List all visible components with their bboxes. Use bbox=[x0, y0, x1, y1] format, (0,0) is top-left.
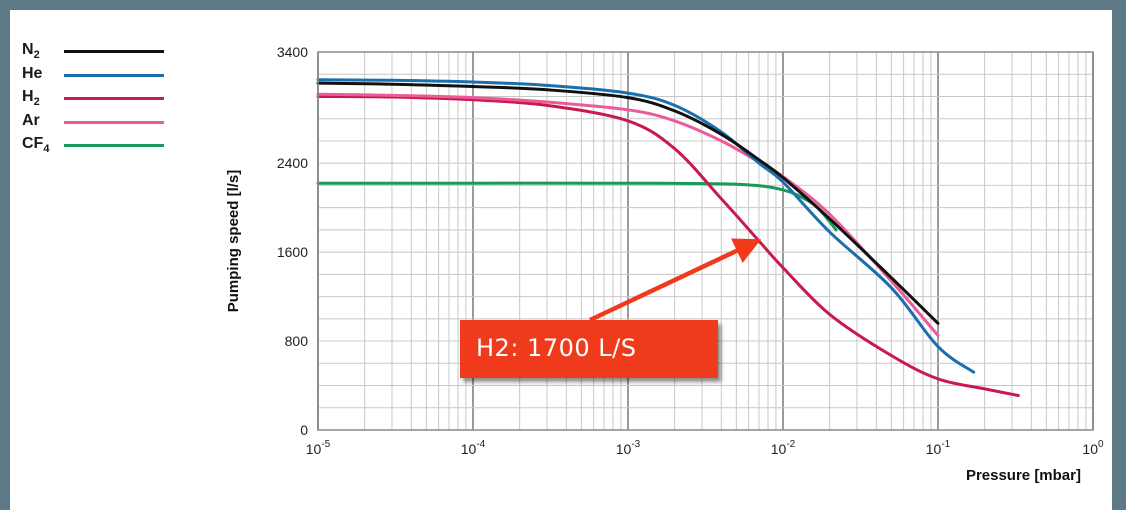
legend-label-n2: N2 bbox=[22, 41, 40, 62]
annotation-layer bbox=[589, 238, 762, 323]
y-tick-label: 2400 bbox=[277, 155, 308, 171]
y-tick-label: 1600 bbox=[277, 244, 308, 260]
x-tick-label: 10-4 bbox=[461, 439, 486, 457]
legend-label-ar: Ar bbox=[22, 111, 40, 129]
series-line-ar bbox=[316, 92, 940, 337]
x-tick-label: 100 bbox=[1082, 439, 1104, 457]
legend-swatch-cf4 bbox=[64, 144, 164, 147]
legend-label-he: He bbox=[22, 64, 43, 82]
legend-label-cf4: CF4 bbox=[22, 135, 50, 156]
legend-swatch-he bbox=[64, 73, 164, 77]
x-tick-label: 10-2 bbox=[771, 439, 796, 457]
series-line-he bbox=[316, 78, 976, 374]
series-line-cf4 bbox=[316, 181, 838, 232]
legend-swatch-ar bbox=[64, 120, 164, 124]
legend-swatch-n2 bbox=[64, 50, 164, 53]
legend-label-h2: H2 bbox=[22, 88, 40, 109]
x-tick-label: 10-3 bbox=[616, 439, 641, 457]
y-axis-label: Pumping speed [l/s] bbox=[225, 170, 242, 313]
series-line-h2 bbox=[316, 95, 1020, 397]
annotation-arrow bbox=[589, 238, 762, 323]
series-line-n2 bbox=[316, 81, 940, 325]
y-tick-label: 3400 bbox=[277, 44, 308, 60]
x-tick-label: 10-1 bbox=[926, 439, 951, 457]
y-tick-label: 800 bbox=[285, 333, 309, 349]
annotation-label: H2: 1700 L/S bbox=[476, 334, 637, 362]
plot-border bbox=[317, 51, 1094, 431]
legend-swatch-h2 bbox=[64, 97, 164, 100]
annotation-callout: H2: 1700 L/S bbox=[460, 320, 718, 378]
x-tick-label: 10-5 bbox=[306, 439, 331, 457]
chart-frame bbox=[10, 10, 1112, 510]
x-axis-label: Pressure [mbar] bbox=[966, 467, 1081, 484]
y-tick-label: 0 bbox=[300, 422, 308, 438]
curves bbox=[316, 78, 1020, 397]
